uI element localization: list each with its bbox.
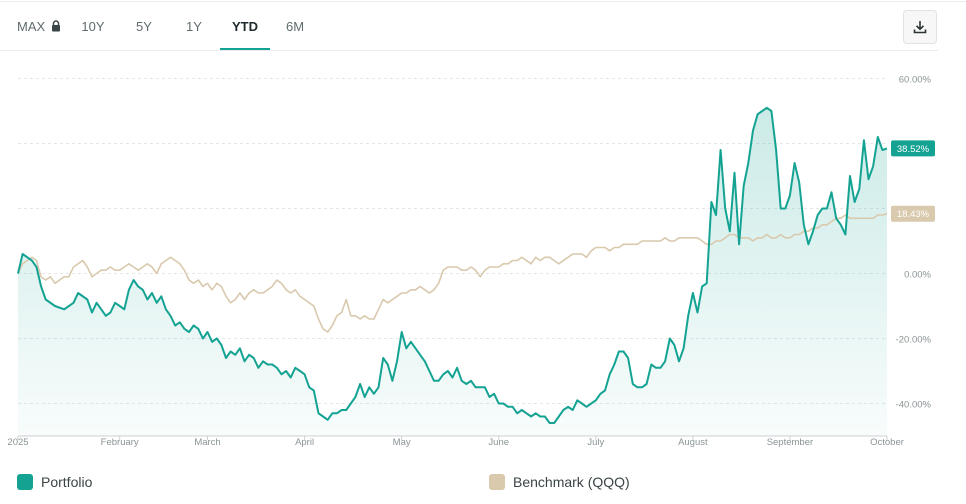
portfolio-end-badge: 38.52% [891,140,935,157]
download-icon [913,21,927,34]
tab-5y[interactable]: 5Y [120,2,168,50]
x-tick-label: July [587,437,604,448]
tab-ytd[interactable]: YTD [220,2,270,50]
x-tick-label: 2025 [7,437,28,448]
performance-chart: 60.00% 0.00% -20.00% -40.00% 2025 February Mar… [7,75,935,448]
x-tick-label: October [870,437,904,448]
x-tick-label: May [393,437,411,448]
benchmark-end-badge: 18.43% [891,205,935,222]
y-tick-label: 0.00% [904,270,931,281]
timeframe-tabs: MAX 10Y 5Y 1Y YTD 6M [0,2,320,50]
tab-6m[interactable]: 6M [270,2,320,50]
legend-label-portfolio: Portfolio [41,474,93,490]
tab-label-5y: 5Y [136,18,152,34]
x-tick-label: April [295,437,314,448]
tab-1y[interactable]: 1Y [168,2,220,50]
legend-item-benchmark[interactable]: Benchmark (QQQ) [489,474,630,490]
y-tick-label: 60.00% [899,75,932,86]
download-button[interactable] [903,10,937,44]
tab-label-6m: 6M [285,18,305,34]
top-divider [0,1,966,2]
legend-item-portfolio[interactable]: Portfolio [17,474,92,490]
lock-icon [51,20,61,32]
x-tick-label: August [678,437,708,448]
portfolio-line [17,106,888,424]
legend: Portfolio Benchmark (QQQ) [0,474,966,496]
x-tick-label: March [194,437,220,448]
legend-label-benchmark: Benchmark (QQQ) [513,474,630,490]
tabs-divider [0,50,938,51]
tab-label-1y: 1Y [186,18,202,34]
benchmark-end-label: 18.43% [897,209,930,220]
x-tick-label: June [488,437,509,448]
tab-10y[interactable]: 10Y [66,2,120,50]
portfolio-end-label: 38.52% [897,144,930,155]
tab-label-max: MAX [17,18,46,34]
x-tick-label: February [101,437,139,448]
portfolio-end-badge-bg [891,140,935,157]
benchmark-line [17,212,888,333]
legend-swatch-benchmark [489,474,505,490]
legend-swatch-portfolio [17,474,33,490]
y-tick-label: -20.00% [896,335,932,346]
y-tick-label: -40.00% [896,400,932,411]
tab-label-ytd: YTD [232,18,258,34]
x-tick-label: September [767,437,813,448]
tab-max[interactable]: MAX [0,2,66,50]
portfolio-area [18,107,887,437]
benchmark-end-badge-bg [891,205,935,222]
tab-label-10y: 10Y [81,18,105,34]
